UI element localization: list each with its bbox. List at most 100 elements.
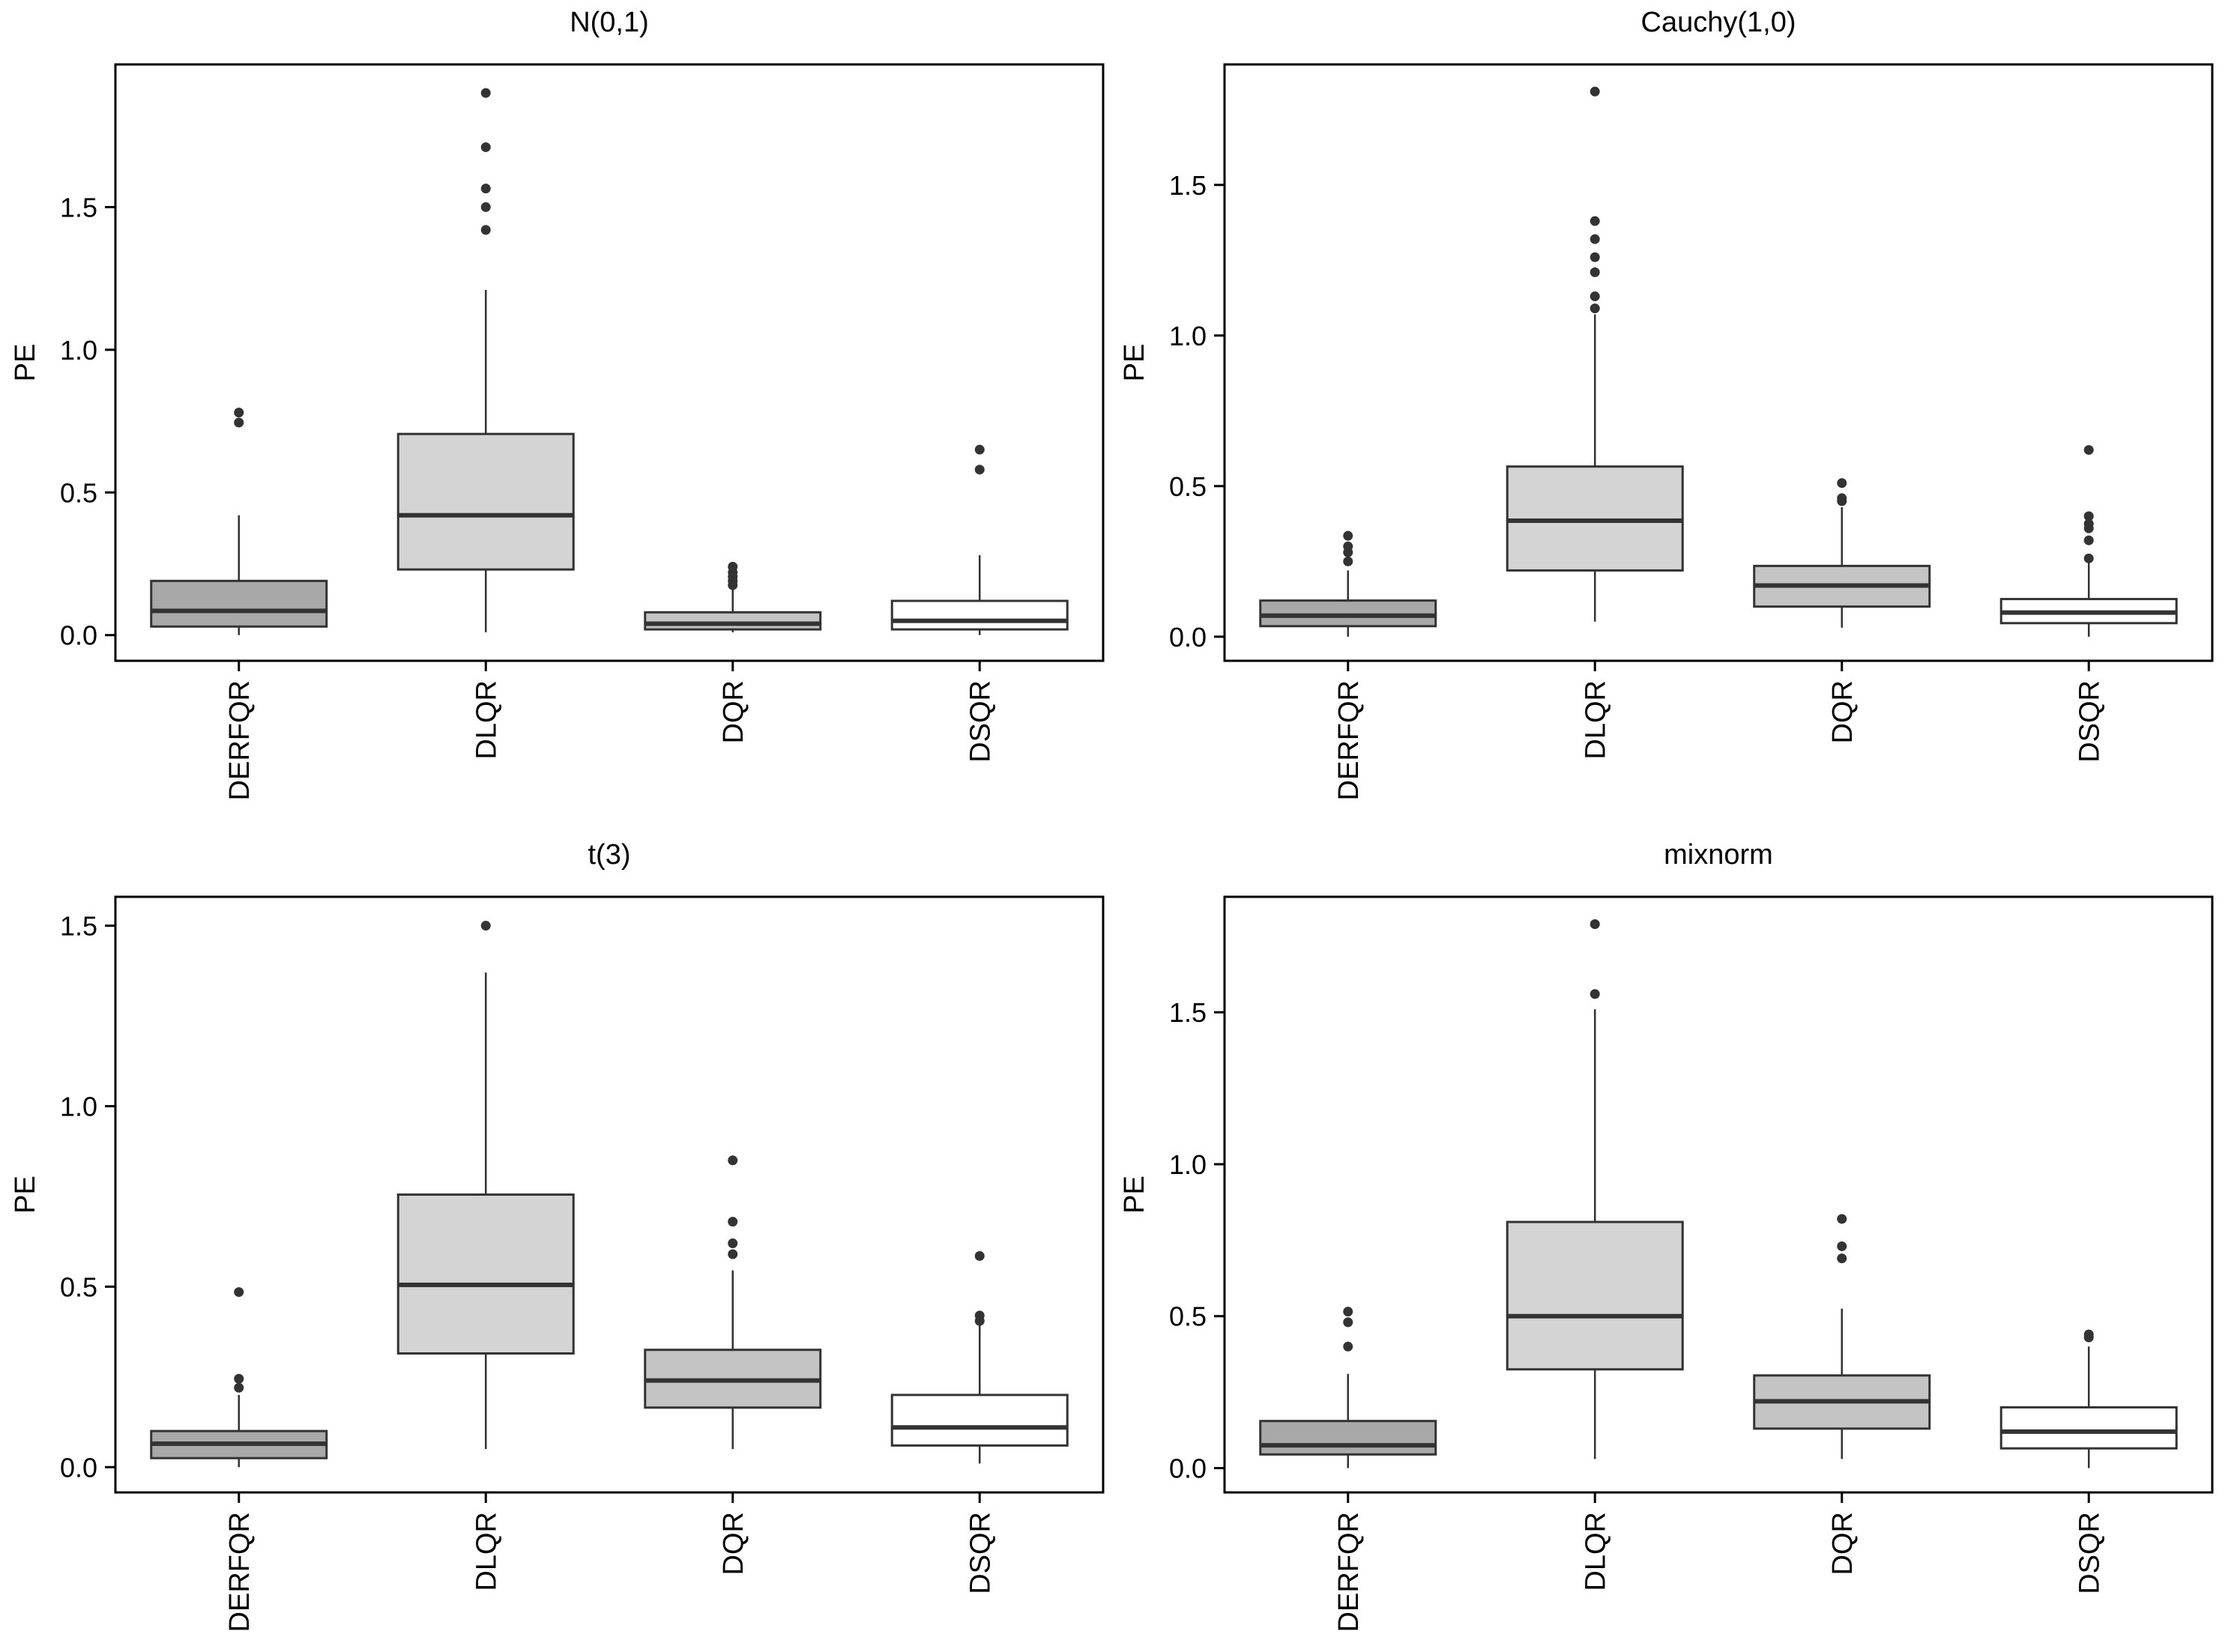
plot-frame [114,895,1105,1494]
y-axis-label: PE [1119,344,1150,382]
outlier-point [1589,303,1600,314]
outlier-point [234,417,244,428]
box-dqr [644,1155,822,1450]
box-dsqr [1999,445,2178,637]
outlier-point [1837,1241,1847,1251]
outlier-point [728,1217,738,1227]
outlier-point [1837,1214,1847,1224]
box-dsqr [1999,1329,2178,1468]
outlier-point [1589,216,1600,226]
outlier-point [728,1249,738,1259]
outlier-point [1589,291,1600,302]
box-derfqr [1259,530,1437,637]
y-tick-label: 0.5 [60,477,97,508]
y-tick-label: 1.5 [60,192,97,223]
y-axis-label: PE [1119,1176,1150,1214]
outlier-point [1343,1307,1353,1317]
outlier-point [1589,919,1600,930]
panel-title: t(3) [588,839,631,871]
panel-cauchy: Cauchy(1,0) PE 0.0 0.5 1.0 1.5 DERFQR DLQR DQR DS… [1119,7,2214,800]
outlier-point [1589,267,1600,277]
outlier-point [234,1287,244,1298]
box-iqr [396,1193,575,1355]
outlier-point [480,225,491,235]
panel-mixnorm: mixnorm PE 0.0 0.5 1.0 1.5 DERFQR DLQR DQR DSQR [1119,839,2214,1632]
outlier-point [234,1373,244,1384]
y-tick-label: 1.5 [60,911,97,942]
y-tick-label: 0.0 [1169,622,1207,653]
box-dlqr [396,921,575,1450]
y-tick-label: 1.5 [1169,997,1207,1028]
y-tick-label: 0.0 [60,620,97,651]
y-tick-label: 1.0 [1169,1149,1207,1180]
x-tick-label: DQR [718,680,749,743]
panel-n01: N(0,1) PE 0.0 0.5 1.0 1.5 DERFQR DLQR DQR DSQR [10,7,1105,800]
box-iqr [396,432,575,571]
panel-title: mixnorm [1664,839,1773,871]
x-tick-label: DERFQR [1333,1512,1365,1632]
outlier-point [2083,518,2094,529]
box-iqr [890,599,1069,631]
panel-title: N(0,1) [570,7,649,38]
plot-frame [1223,63,2214,662]
y-tick-label: 0.0 [1169,1453,1207,1484]
outlier-point [1343,556,1353,566]
box-iqr [1999,1406,2178,1450]
outlier-point [2083,535,2094,545]
y-axis-label: PE [10,344,41,382]
box-dsqr [890,444,1069,635]
outlier-point [1837,1253,1847,1264]
x-tick-label: DQR [1827,1512,1859,1575]
box-iqr [1259,599,1437,628]
y-axis-label: PE [10,1176,41,1214]
x-tick-label: DLQR [1580,680,1611,760]
outlier-point [1589,86,1600,97]
y-tick-label: 1.0 [60,335,97,366]
x-tick-label: DERFQR [224,1512,256,1632]
outlier-point [234,408,244,418]
y-tick-label: 1.5 [1169,170,1207,201]
box-iqr [890,1394,1069,1447]
outlier-point [2083,1329,2094,1340]
x-tick-label: DLQR [471,1512,502,1591]
y-tick-label: 0.5 [1169,471,1207,502]
outlier-point [2083,511,2094,521]
x-tick-label: DSQR [2074,1512,2105,1594]
box-derfqr [1259,1307,1437,1468]
panel-t3: t(3) PE 0.0 0.5 1.0 1.5 DERFQR DLQR DQR DSQR [10,839,1105,1632]
y-tick-label: 0.5 [1169,1301,1207,1332]
box-iqr [1259,1420,1437,1456]
x-tick-label: DQR [718,1512,749,1575]
outlier-point [1837,478,1847,488]
outlier-point [480,184,491,194]
outlier-point [728,1155,738,1166]
outlier-point [480,921,491,931]
box-dqr [1753,1214,1931,1459]
x-tick-label: DSQR [964,1512,996,1594]
outlier-point [2083,445,2094,456]
outlier-point [1589,234,1600,244]
outlier-point [974,1250,985,1261]
x-tick-label: DQR [1827,680,1859,743]
x-tick-label: DERFQR [224,680,256,800]
plot-frame [114,63,1105,662]
box-iqr [1506,465,1684,572]
outlier-point [480,202,491,212]
y-tick-label: 0.0 [60,1452,97,1483]
y-tick-label: 1.0 [60,1091,97,1122]
x-tick-label: DSQR [964,680,996,763]
outlier-point [1589,252,1600,262]
outlier-point [974,444,985,455]
outlier-point [1343,1341,1353,1352]
box-dsqr [890,1250,1069,1464]
box-dlqr [396,88,575,632]
outlier-point [480,142,491,152]
outlier-point [2083,553,2094,563]
box-derfqr [150,408,328,635]
box-derfqr [150,1287,328,1468]
outlier-point [1343,530,1353,541]
outlier-point [974,1310,985,1321]
box-iqr [1506,1220,1684,1371]
